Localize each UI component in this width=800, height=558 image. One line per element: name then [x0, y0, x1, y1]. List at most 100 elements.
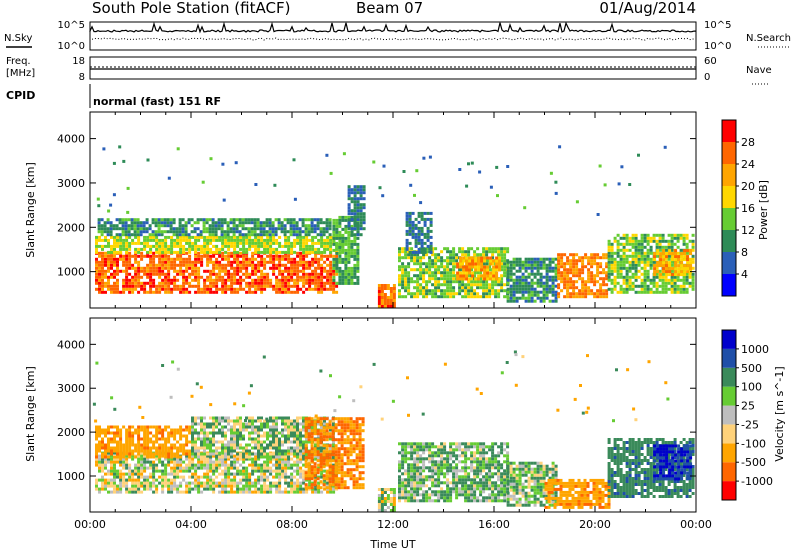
data-cell-11	[632, 237, 635, 240]
data-cell-9	[546, 273, 549, 276]
data-cell-0	[287, 467, 290, 470]
data-cell-0	[281, 264, 284, 267]
data-cell-0	[149, 261, 152, 264]
data-cell-0	[179, 267, 182, 270]
data-cell-1	[251, 245, 254, 248]
data-cell-3	[338, 216, 341, 219]
data-cell-9	[534, 267, 537, 270]
data-cell-3	[350, 255, 353, 258]
data-cell-6	[404, 265, 407, 268]
data-cell-11	[641, 255, 644, 258]
data-cell-3	[335, 222, 338, 225]
data-cell-1	[146, 236, 149, 239]
data-cell-11	[626, 267, 629, 270]
data-cell-10	[590, 289, 593, 292]
data-cell-9	[549, 258, 552, 261]
data-cell-1	[182, 450, 185, 453]
data-cell-11	[608, 270, 611, 273]
data-cell-3	[344, 279, 347, 282]
data-cell-1	[311, 239, 314, 242]
data-cell-0	[332, 255, 335, 258]
data-cell-2	[110, 224, 113, 227]
data-cell-0	[155, 291, 158, 294]
data-cell-0	[206, 270, 209, 273]
data-cell-10	[578, 292, 581, 295]
data-cell-0	[248, 488, 251, 491]
data-cell-0	[98, 279, 101, 282]
data-cell-1	[173, 239, 176, 242]
data-cell-7	[406, 245, 409, 248]
data-cell-11	[611, 282, 614, 285]
data-cell-0	[242, 264, 245, 267]
data-cell-3	[338, 243, 341, 246]
data-cell-9	[516, 285, 519, 288]
data-cell-0	[122, 282, 125, 285]
data-cell-1	[155, 453, 158, 456]
data-cell-0	[143, 270, 146, 273]
data-cell-6	[434, 247, 437, 250]
data-cell-4	[357, 203, 360, 206]
data-cell-11	[659, 285, 662, 288]
data-cell-1	[182, 251, 185, 254]
data-cell-0	[245, 470, 248, 473]
data-cell-11	[638, 246, 641, 249]
data-cell-2	[179, 221, 182, 224]
data-cell-3	[338, 237, 341, 240]
scatter-echo	[458, 168, 461, 171]
data-cell-0	[248, 282, 251, 285]
data-cell-6	[398, 250, 401, 253]
data-cell-0	[158, 470, 161, 473]
data-cell-1	[95, 438, 98, 441]
data-cell-0	[200, 261, 203, 264]
data-cell-0	[182, 476, 185, 479]
data-cell-0	[134, 279, 137, 282]
data-cell-0	[287, 267, 290, 270]
data-cell-0	[212, 482, 215, 485]
data-cell-11	[620, 285, 623, 288]
data-cell-7	[424, 242, 427, 245]
data-cell-2	[293, 221, 296, 224]
data-cell-1	[128, 453, 131, 456]
data-cell-6	[419, 256, 422, 259]
data-cell-4	[348, 185, 351, 188]
data-cell-11	[665, 285, 668, 288]
data-cell-2	[227, 233, 230, 236]
data-cell-9	[531, 285, 534, 288]
data-cell-0	[236, 288, 239, 291]
data-cell-0	[137, 285, 140, 288]
data-cell-6	[500, 274, 503, 277]
data-cell-2	[230, 221, 233, 224]
data-cell-11	[689, 240, 692, 243]
data-cell-0	[128, 273, 131, 276]
data-cell-0	[206, 264, 209, 267]
data-cell-0	[158, 476, 161, 479]
data-cell-1	[170, 450, 173, 453]
data-cell-6	[410, 247, 413, 250]
data-cell-8	[459, 272, 462, 275]
data-cell-2	[107, 221, 110, 224]
data-cell-9	[525, 282, 528, 285]
data-cell-8	[465, 266, 468, 269]
data-cell-9	[516, 291, 519, 294]
data-cell-0	[134, 270, 137, 273]
data-cell-3	[338, 240, 341, 243]
data-cell-1	[95, 426, 98, 429]
data-cell-6	[404, 253, 407, 256]
data-cell-5	[390, 299, 393, 302]
data-cell-10	[569, 280, 572, 283]
data-cell-10	[593, 262, 596, 265]
data-cell-2	[266, 224, 269, 227]
scatter-echo	[254, 183, 257, 186]
data-cell-10	[587, 262, 590, 265]
data-cell-1	[188, 239, 191, 242]
data-cell-2	[173, 230, 176, 233]
data-cell-9	[507, 276, 510, 279]
data-cell-0	[191, 273, 194, 276]
data-cell-6	[404, 280, 407, 283]
data-cell-11	[626, 282, 629, 285]
data-cell-11	[647, 285, 650, 288]
data-cell-1	[188, 242, 191, 245]
data-cell-1	[233, 239, 236, 242]
data-cell-0	[203, 464, 206, 467]
